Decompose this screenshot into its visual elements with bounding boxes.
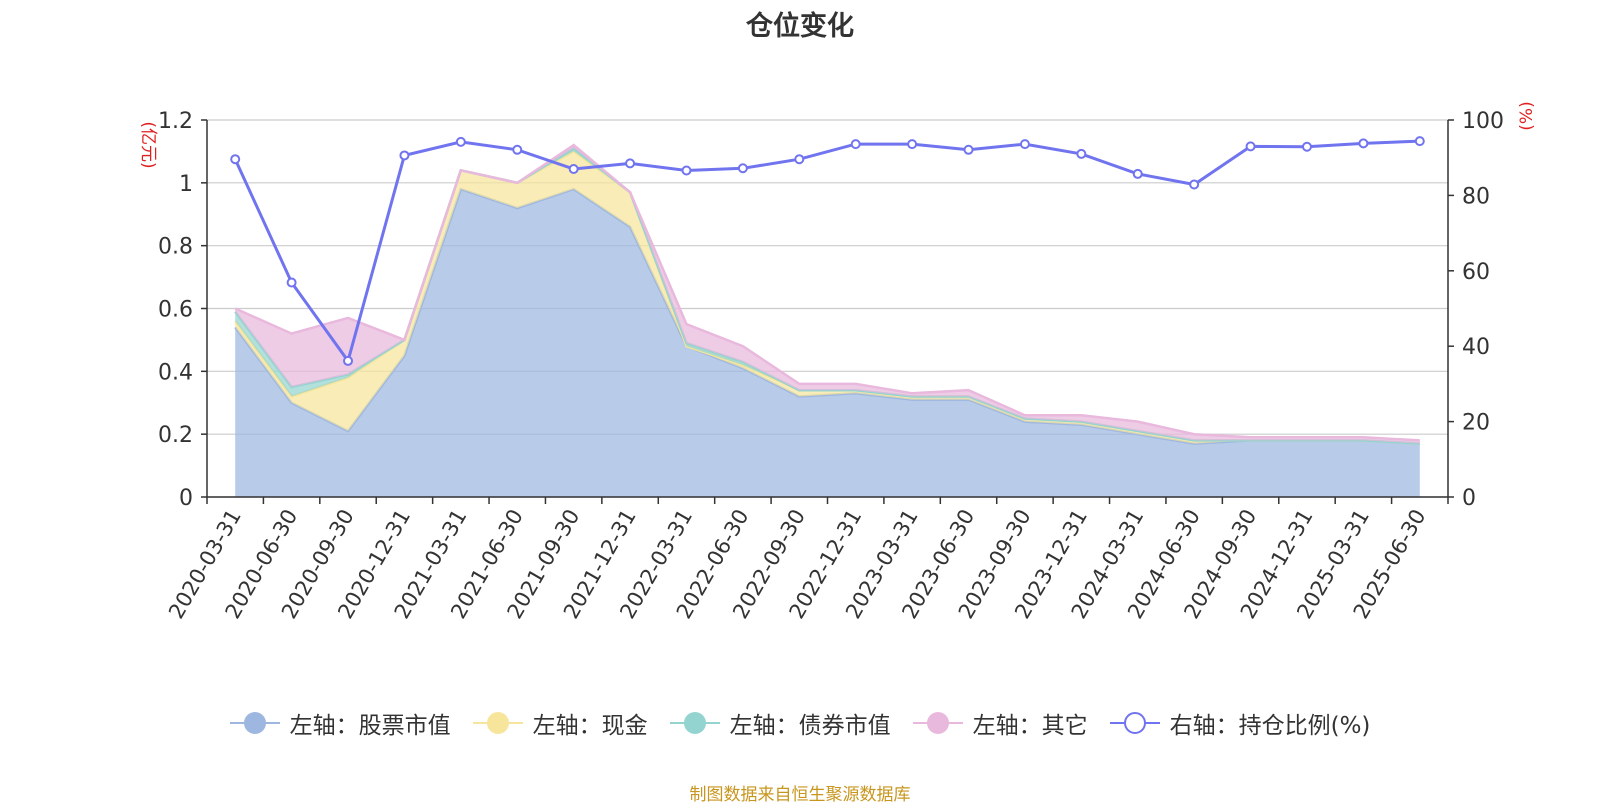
ratio-point (512, 144, 523, 155)
right-tick-label: 80 (1462, 184, 1490, 209)
left-tick-label: 0.2 (158, 423, 193, 448)
ratio-point (286, 277, 297, 288)
left-tick-label: 1 (179, 172, 193, 197)
right-tick-label: 20 (1462, 411, 1490, 436)
ratio-point (399, 150, 410, 161)
ratio-point (1019, 139, 1030, 150)
legend-marker (683, 712, 706, 734)
left-tick-label: 0.4 (158, 360, 193, 385)
legend-label: 左轴：现金 (532, 713, 648, 739)
ratio-point (1189, 179, 1200, 190)
left-tick-label: 0.8 (158, 235, 193, 260)
legend-label: 左轴：其它 (972, 713, 1088, 739)
ratio-point (1358, 138, 1369, 149)
area-左轴：现金 (235, 151, 1420, 444)
ratio-point (230, 154, 241, 165)
right-tick-label: 40 (1462, 335, 1490, 360)
area-edge (234, 143, 1420, 442)
ratio-point (1076, 148, 1087, 159)
ratio-point (1132, 168, 1143, 179)
ratio-point (1245, 141, 1256, 152)
ratio-point (568, 164, 579, 175)
ratio-point (963, 144, 974, 155)
legend-stock-icon (229, 712, 280, 734)
area-左轴：股票市值 (235, 189, 1420, 497)
source-note: 制图数据来自恒生聚源数据库 (689, 785, 911, 805)
legend-ratio-icon (1109, 712, 1160, 734)
ratio-point (1301, 141, 1312, 152)
legend-item-other[interactable]: 左轴：其它 (912, 706, 1088, 740)
ratio-line (230, 136, 1425, 366)
chart-plot: 00.20.40.60.811.20204060801002020-03-312… (138, 101, 1537, 623)
left-axis-unit: (亿元) (138, 121, 158, 168)
ratio-point (737, 163, 748, 174)
right-tick-label: 0 (1462, 486, 1476, 511)
legend-cash-icon (472, 712, 523, 734)
legend: 左轴：股票市值 左轴：现金 左轴：债券市值 左轴：其它 右轴：持仓比例(%) (0, 706, 1600, 740)
ratio-line-path (233, 139, 1420, 365)
legend-item-bond[interactable]: 左轴：债券市值 (669, 706, 891, 740)
chart-title: 仓位变化 (746, 11, 854, 42)
ratio-point (455, 136, 466, 147)
legend-other-icon (912, 712, 963, 734)
legend-item-cash[interactable]: 左轴：现金 (472, 706, 648, 740)
ratio-point (850, 139, 861, 150)
legend-item-ratio[interactable]: 右轴：持仓比例(%) (1109, 706, 1371, 740)
legend-label: 左轴：债券市值 (729, 713, 891, 739)
legend-label: 右轴：持仓比例(%) (1169, 713, 1371, 739)
legend-marker (243, 712, 266, 734)
right-axis-unit: (%) (1517, 101, 1537, 130)
left-tick-label: 1.2 (158, 109, 193, 134)
ratio-point (1414, 136, 1425, 147)
legend-bond-icon (669, 712, 720, 734)
ratio-point (343, 355, 354, 366)
left-tick-label: 0.6 (158, 298, 193, 323)
legend-marker (486, 712, 509, 734)
ratio-point (625, 158, 636, 169)
ratio-point (907, 139, 918, 150)
right-tick-label: 100 (1462, 109, 1504, 134)
right-tick-label: 60 (1462, 260, 1490, 285)
legend-item-stock[interactable]: 左轴：股票市值 (229, 706, 451, 740)
ratio-point (681, 165, 692, 176)
ratio-point (794, 154, 805, 165)
legend-marker (926, 712, 949, 734)
area-series (234, 143, 1420, 497)
left-tick-label: 0 (179, 486, 193, 511)
legend-marker (1123, 712, 1146, 734)
legend-label: 左轴：股票市值 (289, 713, 451, 739)
